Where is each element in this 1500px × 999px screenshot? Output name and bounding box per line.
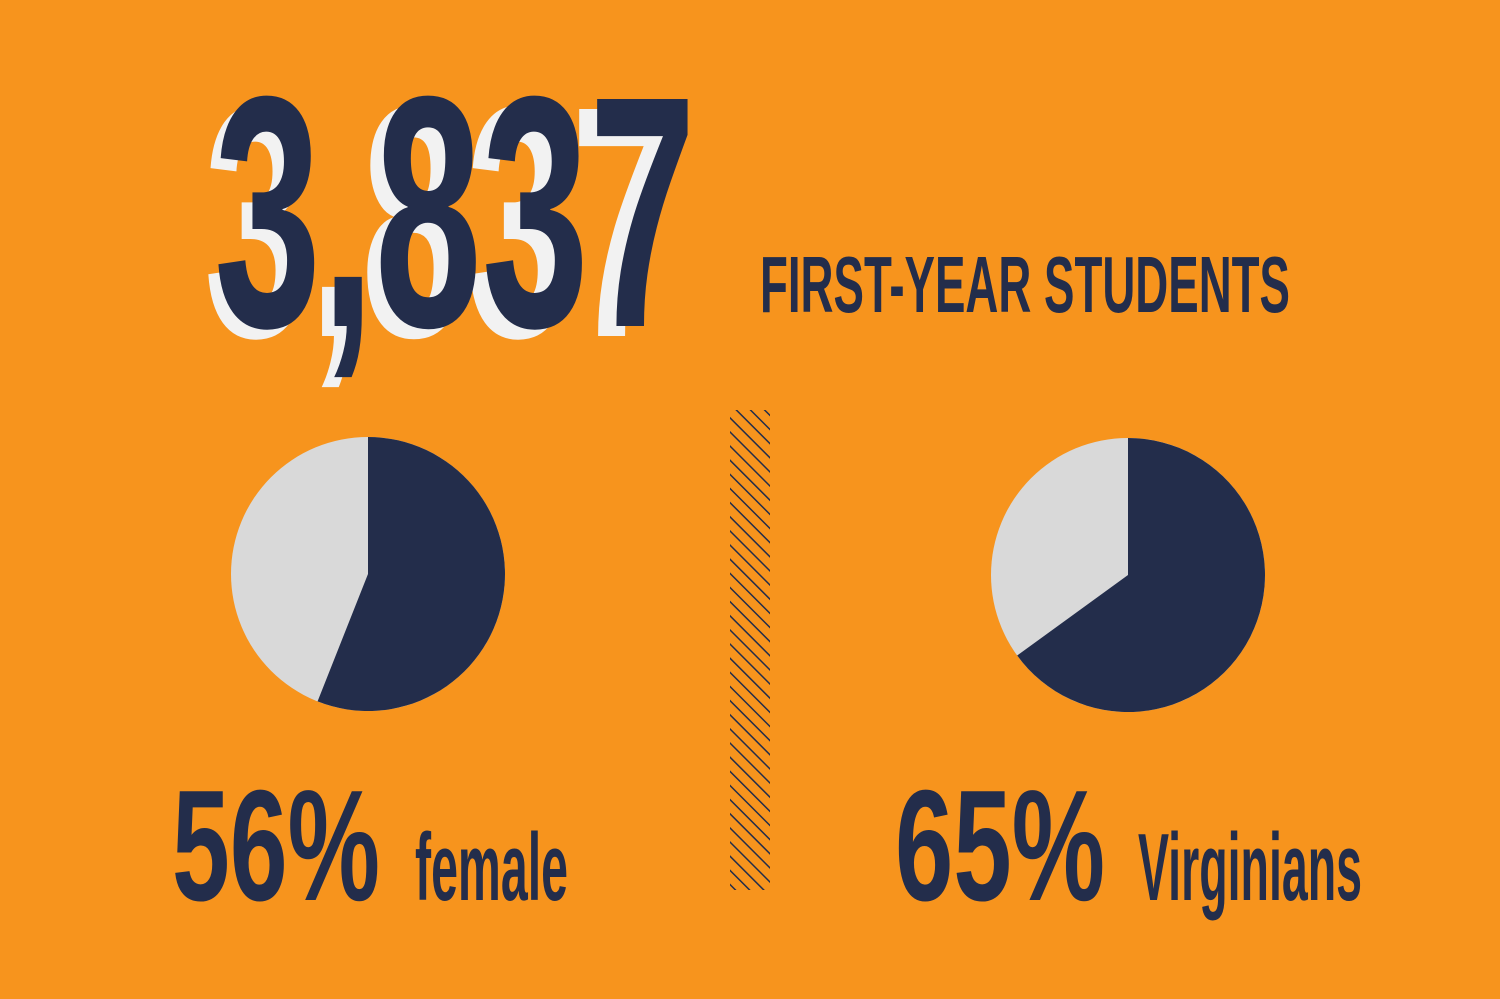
headline-number-shadow: 3,837: [204, 37, 676, 406]
pie-slice: [317, 437, 505, 711]
pie-category-label: female: [415, 814, 568, 921]
pie-value-label: 65%: [895, 758, 1105, 934]
headline-label: FIRST-YEAR STUDENTS: [760, 240, 1290, 329]
headline-number: 3,837: [214, 27, 696, 396]
pie-category-label: Virginians: [1138, 814, 1362, 921]
divider: [730, 410, 770, 890]
pie-slice: [1017, 438, 1265, 713]
pie-value-label: 56%: [172, 758, 380, 934]
